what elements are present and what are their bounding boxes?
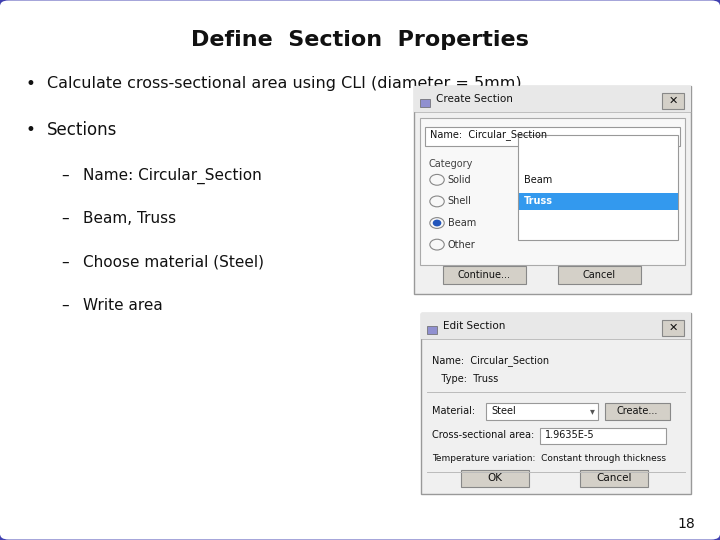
Bar [414,86,691,112]
Text: Type: Type [518,159,541,168]
Text: Cancel: Cancel [582,270,616,280]
Text: Material:: Material: [432,406,475,416]
Text: Steel: Steel [492,406,516,416]
Text: Sections: Sections [47,120,117,139]
Bar [421,313,691,339]
Text: Cross-sectional area:: Cross-sectional area: [432,430,534,440]
Text: •: • [25,75,35,93]
Text: –: – [61,254,69,269]
Bar [558,266,641,284]
Bar [519,193,678,210]
Bar [443,266,526,284]
Bar [420,99,430,107]
Text: Create Section: Create Section [436,94,513,104]
Text: •: • [25,120,35,139]
Text: Temperature variation:  Constant through thickness: Temperature variation: Constant through … [432,454,666,463]
Text: –: – [61,298,69,313]
Text: Write area: Write area [83,298,163,313]
Bar [605,403,670,420]
Text: Create...: Create... [616,406,658,416]
Bar [421,313,691,494]
Bar [518,135,678,240]
Bar [420,118,685,265]
Text: –: – [61,168,69,183]
Text: Define  Section  Properties: Define Section Properties [191,30,529,51]
Text: 1.9635E-5: 1.9635E-5 [545,430,595,440]
Text: Truss: Truss [524,197,553,206]
Text: Beam, Truss: Beam, Truss [83,211,176,226]
Text: Type:  Truss: Type: Truss [432,374,498,383]
Text: Choose material (Steel): Choose material (Steel) [83,254,264,269]
Text: Name:  Circular_Section: Name: Circular_Section [430,130,547,140]
Text: Beam: Beam [524,175,552,185]
Text: Continue...: Continue... [458,270,510,280]
Text: Edit Section: Edit Section [443,321,505,331]
Text: Name:  Circular_Section: Name: Circular_Section [432,355,549,366]
Text: Calculate cross-sectional area using CLI (diameter = 5mm): Calculate cross-sectional area using CLI… [47,76,521,91]
Text: –: – [61,211,69,226]
Bar [427,326,437,334]
Text: Beam: Beam [448,218,476,228]
Text: ✕: ✕ [668,96,678,106]
Text: OK: OK [487,474,503,483]
Bar [461,470,529,487]
Bar [662,93,684,109]
Text: Shell: Shell [448,197,472,206]
Bar [540,428,666,444]
Bar [425,127,680,146]
Bar [580,470,648,487]
Text: Other: Other [448,240,476,249]
Bar [662,320,684,336]
Text: Category: Category [428,159,473,168]
Text: 18: 18 [677,517,695,531]
Bar [414,86,691,294]
Circle shape [433,220,441,226]
Text: Name: Circular_Section: Name: Circular_Section [83,167,261,184]
Text: Cancel: Cancel [596,474,631,483]
Bar [486,403,598,420]
Text: Solid: Solid [448,175,472,185]
Text: ✕: ✕ [668,323,678,333]
Text: ▾: ▾ [590,406,595,416]
